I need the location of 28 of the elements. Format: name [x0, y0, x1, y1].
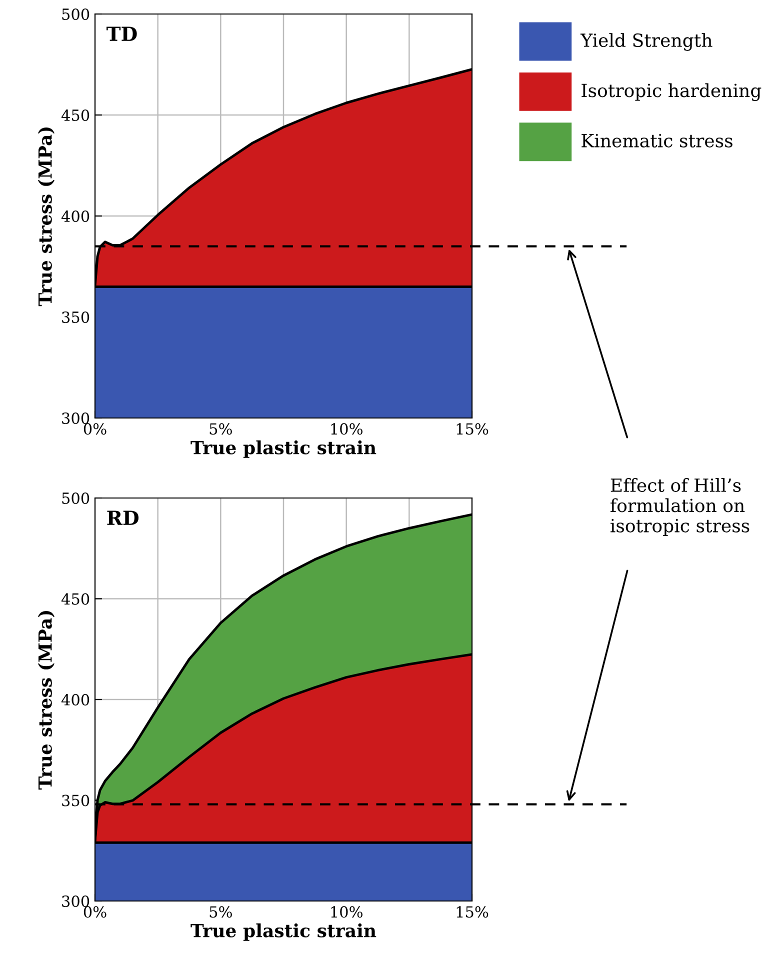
- y-axis-title: True stress (MPa): [38, 610, 54, 790]
- y-tick-label: 500: [62, 492, 90, 504]
- y-tick-label: 350: [62, 311, 90, 324]
- text: Effect of Hill’s formulation on isotropic stress: [610, 478, 750, 536]
- y-axis-title: True stress (MPa): [38, 127, 54, 306]
- x-tick-label: 10%: [331, 423, 362, 435]
- y-tick-label: 500: [62, 8, 90, 20]
- x-axis-title: True plastic strain: [190, 923, 376, 941]
- x-tick-label: 10%: [331, 906, 362, 918]
- y-tick-label: 400: [61, 694, 90, 706]
- x-axis-title: True plastic strain: [190, 440, 376, 458]
- legend-label: Isotropic hardening: [582, 83, 762, 102]
- x-tick-label: 15%: [456, 423, 488, 435]
- x-tick-label: 5%: [210, 906, 232, 918]
- x-tick-label: 5%: [210, 423, 232, 435]
- x-tick-label: 0%: [84, 906, 106, 918]
- y-tick-label: 300: [62, 895, 90, 908]
- y-tick-label: 450: [61, 593, 90, 605]
- y-tick-label: 400: [61, 210, 90, 222]
- y-tick-label: 450: [61, 109, 90, 122]
- legend-label: Kinematic stress: [582, 134, 732, 148]
- legend-label: Yield Strength: [580, 33, 712, 51]
- text: TD: [106, 26, 137, 41]
- y-tick-label: 350: [62, 794, 90, 806]
- x-tick-label: 15%: [456, 906, 488, 918]
- text: RD: [107, 510, 139, 525]
- y-tick-label: 300: [62, 412, 90, 424]
- x-tick-label: 0%: [84, 423, 106, 435]
